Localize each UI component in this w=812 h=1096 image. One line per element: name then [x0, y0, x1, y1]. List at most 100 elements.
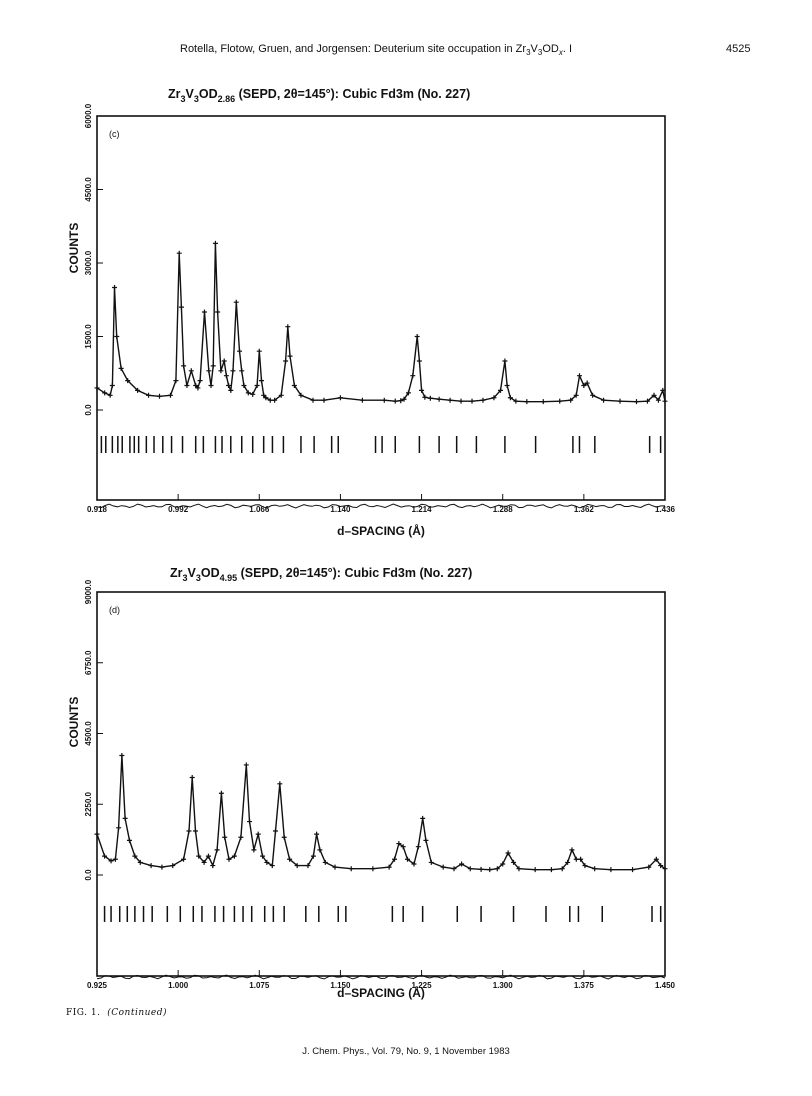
y-tick-label: 9000.0: [84, 579, 93, 604]
observed-point: [573, 856, 579, 862]
calculated-profile-line: [96, 755, 666, 871]
observed-point: [419, 387, 425, 393]
x-tick-label: 1.000: [168, 981, 189, 990]
observed-point: [196, 853, 202, 859]
observed-point: [264, 859, 270, 865]
observed-point: [181, 363, 187, 369]
observed-point: [210, 863, 216, 869]
observed-point: [278, 392, 284, 398]
observed-point: [416, 358, 422, 364]
observed-point: [116, 825, 122, 831]
observed-point: [458, 398, 464, 404]
observed-point: [578, 856, 584, 862]
observed-point: [420, 815, 426, 821]
y-tick-label: 6750.0: [84, 650, 93, 675]
observed-point: [226, 856, 232, 862]
x-tick-label: 1.214: [412, 505, 433, 514]
observed-point: [241, 383, 247, 388]
observed-point: [112, 285, 118, 290]
chart-title: Zr3V3OD2.86 (SEPD, 2θ=145°): Cubic Fd3m …: [168, 87, 470, 104]
page-number: 4525: [726, 43, 751, 55]
observed-point: [559, 866, 565, 872]
y-tick-label: 4500.0: [84, 721, 93, 746]
observed-point: [662, 866, 668, 872]
observed-point: [298, 392, 304, 398]
observed-point: [392, 398, 398, 404]
observed-point: [314, 831, 320, 837]
observed-point: [243, 762, 249, 768]
x-tick-label: 1.140: [330, 505, 351, 514]
observed-point: [317, 847, 323, 853]
observed-point: [126, 837, 132, 843]
observed-point: [633, 399, 639, 405]
observed-point: [658, 863, 664, 869]
observed-point: [258, 378, 264, 384]
observed-point: [137, 859, 143, 865]
observed-point: [212, 240, 218, 246]
observed-point: [269, 863, 275, 869]
x-tick-label: 1.066: [249, 505, 270, 514]
difference-curve: [96, 503, 665, 509]
observed-point: [617, 398, 623, 404]
observed-point: [655, 397, 661, 403]
y-tick-label: 0.0: [84, 869, 93, 881]
chart-title: Zr3V3OD4.95 (SEPD, 2θ=145°): Cubic Fd3m …: [170, 566, 472, 583]
observed-point: [662, 398, 668, 404]
observed-point: [410, 373, 416, 379]
observed-point: [122, 815, 128, 821]
y-axis-label: COUNTS: [67, 223, 81, 274]
observed-point: [392, 856, 398, 862]
x-tick-label: 0.925: [87, 981, 108, 990]
x-tick-label: 0.992: [168, 505, 189, 514]
observed-point: [283, 358, 289, 364]
x-axis-label: d–SPACING (Å): [337, 985, 425, 1000]
observed-point: [396, 841, 402, 847]
observed-point: [231, 853, 237, 859]
observed-point: [218, 368, 224, 374]
observed-point: [107, 392, 113, 398]
x-axis-label: d–SPACING (Å): [337, 523, 425, 538]
observed-point: [505, 850, 511, 856]
observed-point: [94, 831, 100, 837]
observed-point: [125, 378, 131, 384]
observed-point: [247, 819, 253, 825]
observed-point: [467, 866, 473, 872]
observed-point: [660, 387, 666, 393]
y-tick-label: 6000.0: [84, 103, 93, 128]
observed-point: [205, 853, 211, 859]
observed-point: [644, 398, 650, 404]
observed-point: [414, 334, 420, 339]
observed-point: [181, 856, 187, 862]
diffraction-panel-c: Zr3V3OD2.86 (SEPD, 2θ=145°): Cubic Fd3m …: [67, 87, 676, 538]
observed-point: [370, 866, 376, 872]
observed-point: [436, 396, 442, 402]
observed-point: [189, 775, 195, 781]
observed-point: [451, 866, 457, 872]
observed-point: [291, 383, 297, 388]
observed-point: [459, 861, 465, 867]
observed-point: [573, 392, 579, 398]
observed-point: [581, 383, 587, 388]
observed-point: [255, 831, 261, 837]
panel-label: (c): [109, 129, 120, 139]
y-tick-label: 0.0: [84, 404, 93, 416]
observed-point: [201, 309, 207, 315]
observed-point: [157, 393, 163, 399]
x-tick-label: 1.150: [330, 981, 351, 990]
observed-point: [422, 394, 428, 400]
observed-point: [287, 353, 293, 359]
observed-point: [184, 383, 190, 388]
diffraction-panel-d: Zr3V3OD4.95 (SEPD, 2θ=145°): Cubic Fd3m …: [67, 566, 676, 1000]
observed-point: [513, 398, 519, 404]
observed-point: [504, 383, 510, 388]
observed-point: [511, 859, 517, 865]
observed-point: [239, 368, 245, 374]
observed-point: [500, 861, 506, 867]
observed-point: [478, 866, 484, 872]
observed-point: [215, 309, 221, 315]
observed-point: [222, 834, 228, 840]
figure-caption: FIG. 1. (Continued): [66, 1008, 168, 1018]
observed-point: [582, 863, 588, 869]
observed-point: [469, 398, 475, 404]
observed-point: [114, 334, 120, 339]
